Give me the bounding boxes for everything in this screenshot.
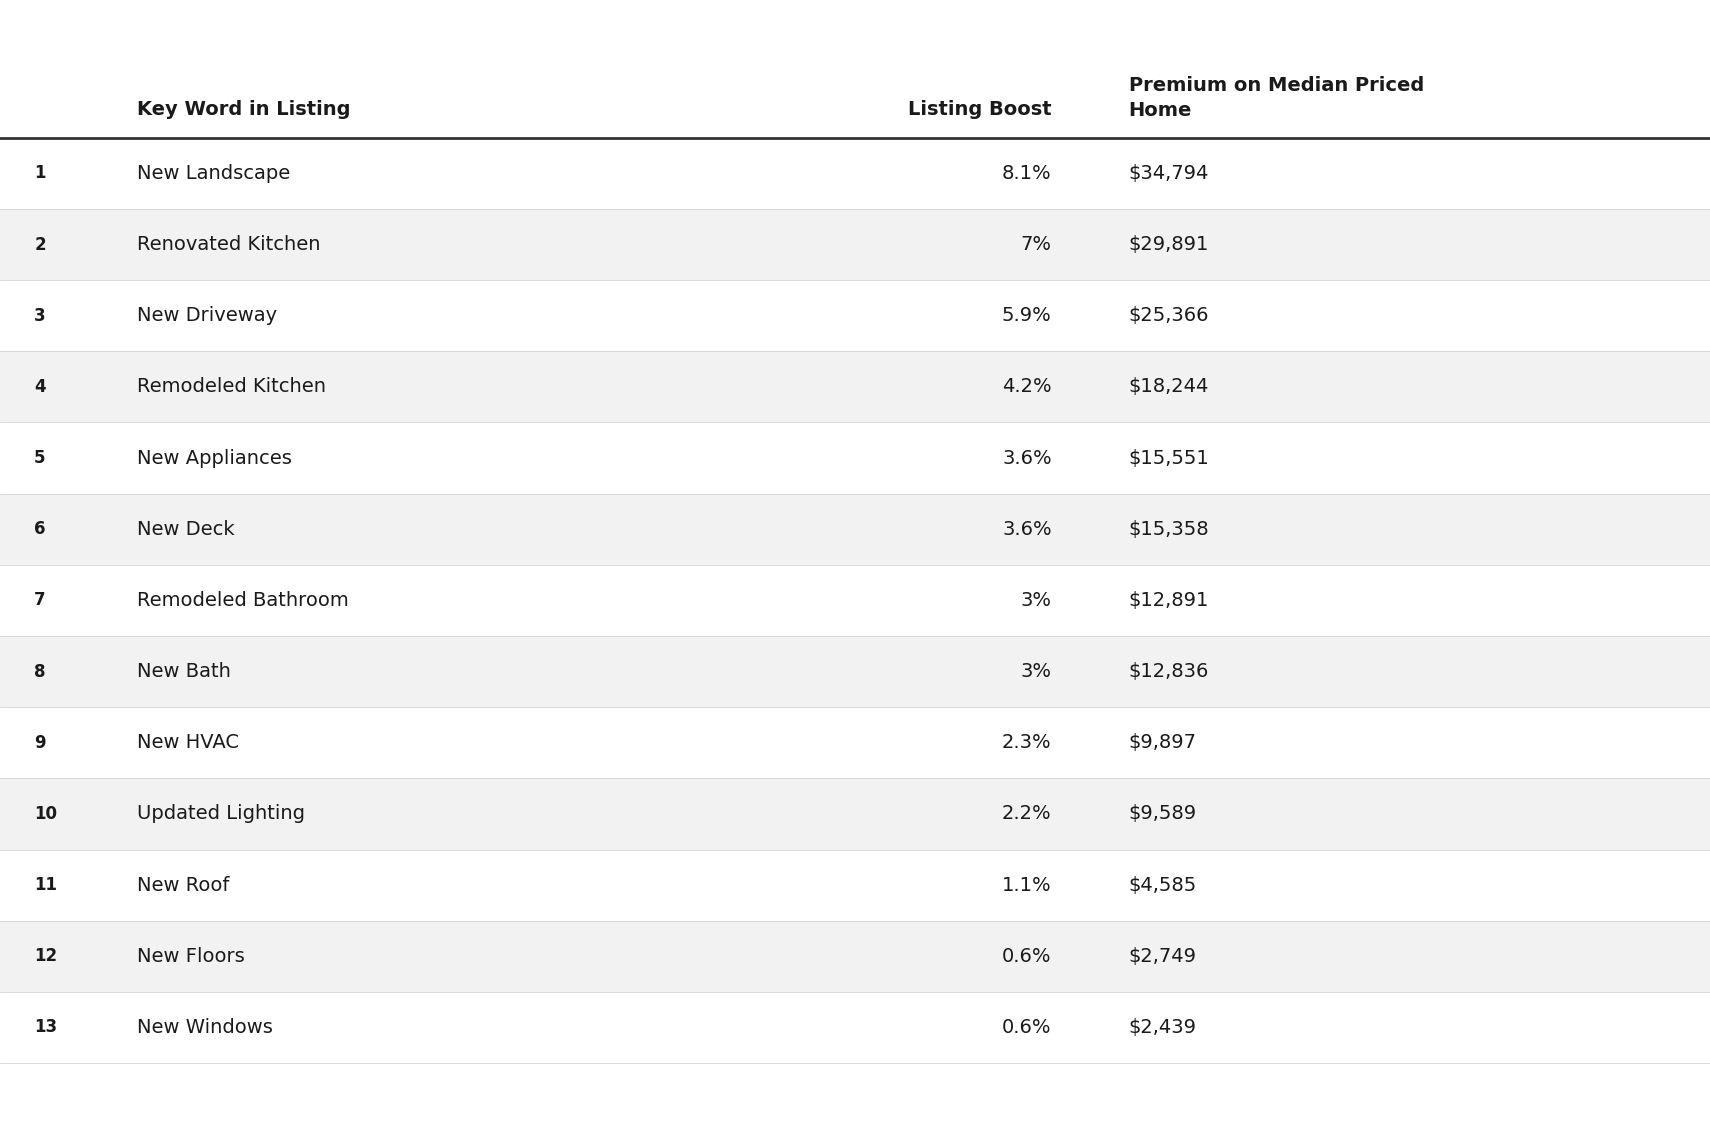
- Text: $9,589: $9,589: [1129, 805, 1197, 823]
- Text: $2,439: $2,439: [1129, 1018, 1197, 1037]
- Text: $15,358: $15,358: [1129, 520, 1209, 538]
- Text: $34,794: $34,794: [1129, 164, 1209, 183]
- Text: 3.6%: 3.6%: [1002, 520, 1052, 538]
- Text: $29,891: $29,891: [1129, 235, 1209, 254]
- Text: 3%: 3%: [1021, 662, 1052, 681]
- Text: Remodeled Kitchen: Remodeled Kitchen: [137, 378, 327, 396]
- Text: New Floors: New Floors: [137, 947, 245, 965]
- Text: $15,551: $15,551: [1129, 449, 1209, 467]
- Text: Listing Boost: Listing Boost: [908, 100, 1052, 118]
- FancyBboxPatch shape: [0, 209, 1710, 280]
- Text: Updated Lighting: Updated Lighting: [137, 805, 304, 823]
- Text: 1: 1: [34, 164, 46, 183]
- Text: 10: 10: [34, 805, 56, 823]
- FancyBboxPatch shape: [0, 778, 1710, 850]
- Text: 0.6%: 0.6%: [1002, 1018, 1052, 1037]
- Text: $18,244: $18,244: [1129, 378, 1209, 396]
- Text: 7%: 7%: [1021, 235, 1052, 254]
- Text: 2.3%: 2.3%: [1002, 734, 1052, 752]
- FancyBboxPatch shape: [0, 707, 1710, 778]
- Text: New Windows: New Windows: [137, 1018, 272, 1037]
- Text: New Appliances: New Appliances: [137, 449, 292, 467]
- Text: $25,366: $25,366: [1129, 307, 1209, 325]
- Text: 8.1%: 8.1%: [1002, 164, 1052, 183]
- Text: New Deck: New Deck: [137, 520, 234, 538]
- Text: $9,897: $9,897: [1129, 734, 1197, 752]
- Text: 0.6%: 0.6%: [1002, 947, 1052, 965]
- FancyBboxPatch shape: [0, 565, 1710, 636]
- Text: Remodeled Bathroom: Remodeled Bathroom: [137, 591, 349, 610]
- Text: $4,585: $4,585: [1129, 876, 1197, 894]
- Text: 3%: 3%: [1021, 591, 1052, 610]
- FancyBboxPatch shape: [0, 850, 1710, 921]
- Text: 2: 2: [34, 235, 46, 254]
- Text: 6: 6: [34, 520, 46, 538]
- Text: 3.6%: 3.6%: [1002, 449, 1052, 467]
- Text: $12,891: $12,891: [1129, 591, 1209, 610]
- FancyBboxPatch shape: [0, 422, 1710, 494]
- FancyBboxPatch shape: [0, 636, 1710, 707]
- Text: Premium on Median Priced
Home: Premium on Median Priced Home: [1129, 76, 1424, 119]
- FancyBboxPatch shape: [0, 138, 1710, 209]
- Text: Key Word in Listing: Key Word in Listing: [137, 100, 351, 118]
- Text: $12,836: $12,836: [1129, 662, 1209, 681]
- FancyBboxPatch shape: [0, 351, 1710, 422]
- Text: New HVAC: New HVAC: [137, 734, 239, 752]
- Text: New Landscape: New Landscape: [137, 164, 291, 183]
- Text: 4.2%: 4.2%: [1002, 378, 1052, 396]
- Text: 5: 5: [34, 449, 46, 467]
- Text: 7: 7: [34, 591, 46, 610]
- Text: 5.9%: 5.9%: [1002, 307, 1052, 325]
- Text: 1.1%: 1.1%: [1002, 876, 1052, 894]
- Text: New Driveway: New Driveway: [137, 307, 277, 325]
- Text: $2,749: $2,749: [1129, 947, 1197, 965]
- FancyBboxPatch shape: [0, 992, 1710, 1063]
- FancyBboxPatch shape: [0, 280, 1710, 351]
- Text: 3: 3: [34, 307, 46, 325]
- Text: New Roof: New Roof: [137, 876, 229, 894]
- Text: 11: 11: [34, 876, 56, 894]
- FancyBboxPatch shape: [0, 921, 1710, 992]
- Text: 12: 12: [34, 947, 58, 965]
- Text: New Bath: New Bath: [137, 662, 231, 681]
- FancyBboxPatch shape: [0, 494, 1710, 565]
- Text: 2.2%: 2.2%: [1002, 805, 1052, 823]
- Text: 4: 4: [34, 378, 46, 396]
- Text: 9: 9: [34, 734, 46, 752]
- Text: Renovated Kitchen: Renovated Kitchen: [137, 235, 320, 254]
- Text: 8: 8: [34, 662, 46, 681]
- Text: 13: 13: [34, 1018, 58, 1037]
